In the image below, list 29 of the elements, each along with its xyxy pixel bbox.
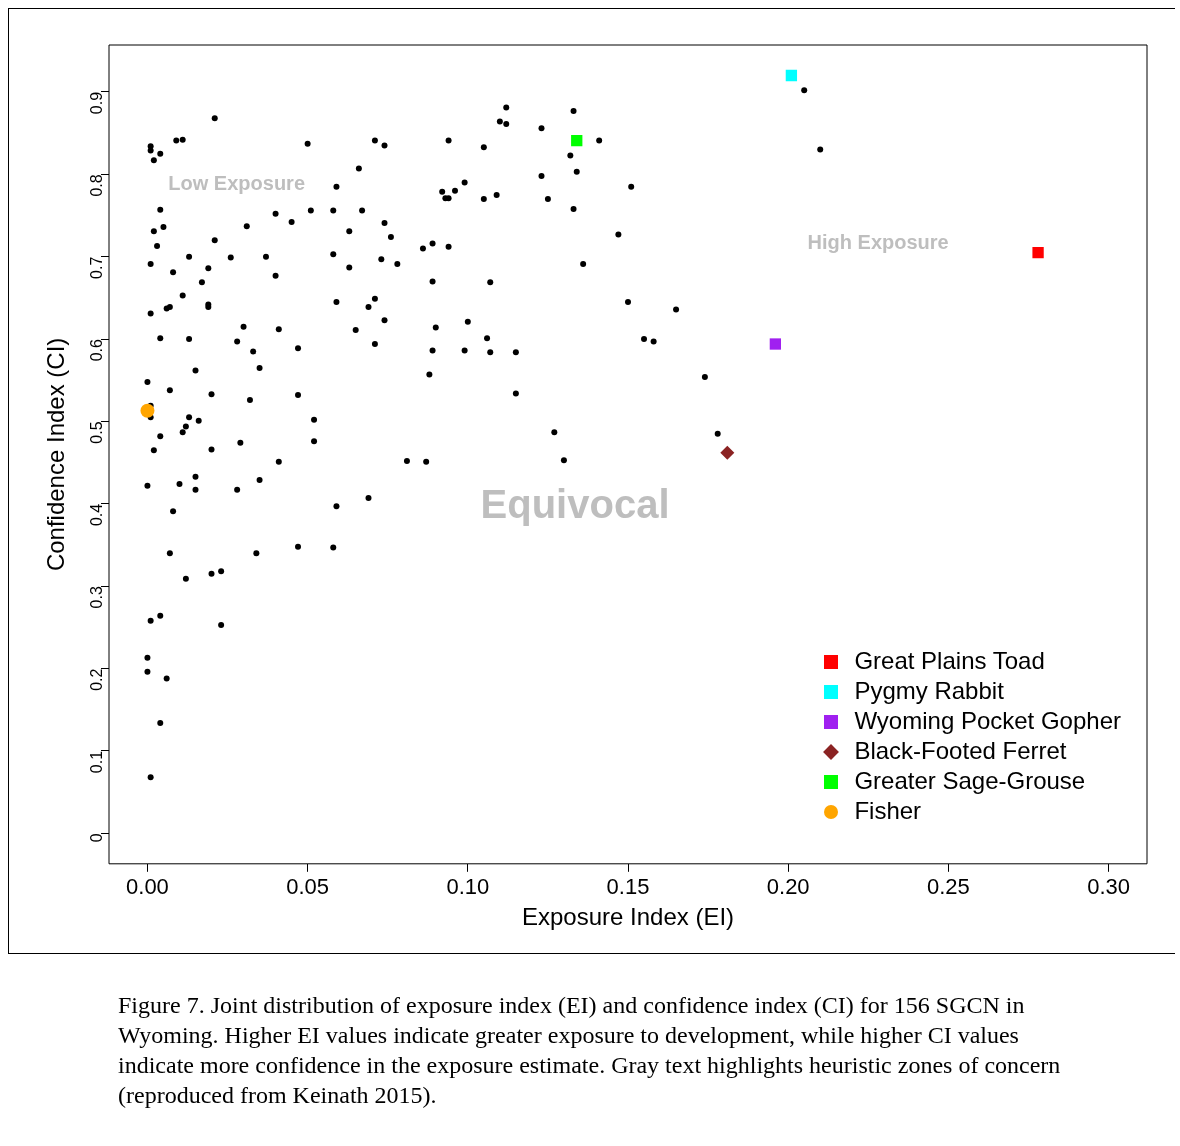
- x-tick-label: 0.00: [126, 874, 169, 900]
- y-tick-label: 0: [88, 833, 106, 843]
- y-tick-label: 0.5: [88, 421, 106, 444]
- y-tick-label: 0.1: [88, 750, 106, 774]
- annotation: Low Exposure: [168, 171, 306, 195]
- x-axis-title: Exposure Index (EI): [521, 903, 735, 931]
- y-tick-label: 0.2: [88, 668, 106, 691]
- annotation: High Exposure: [807, 230, 949, 253]
- x-tick-label: 0.30: [1087, 874, 1130, 900]
- y-tick-label: 0.3: [88, 586, 106, 609]
- y-tick-label: 0.4: [88, 503, 106, 527]
- y-tick-label: 0.9: [88, 91, 106, 115]
- annotation: Equivocal: [480, 481, 670, 527]
- x-tick-label: 0.25: [926, 874, 970, 900]
- caption: Figure 7. Joint distribution of exposure index (EI) and confidence index (CI) for 156 SGCN in Wyoming. Higher EI values indicate greater exposure to development, while higher CI values indicate more confidence in the exposure estimate. Gray text highlights heuristic zones of concern (reproduced from Keinath 2015).: [118, 991, 1062, 1110]
- legend-label: Fisher: [854, 796, 922, 824]
- legend-label: Greater Sage-Grouse: [854, 766, 1086, 794]
- x-tick-label: 0.15: [606, 874, 650, 900]
- y-axis-title: Confidence Index (CI): [42, 337, 70, 572]
- legend-label: Pygmy Rabbit: [854, 676, 1004, 704]
- legend-label: Black-Footed Ferret: [854, 736, 1067, 764]
- y-tick-label: 0.7: [88, 256, 106, 279]
- x-tick-label: 0.05: [286, 874, 330, 900]
- x-tick-label: 0.20: [766, 874, 810, 900]
- x-tick-label: 0.10: [446, 874, 490, 900]
- y-tick-label: 0.8: [88, 174, 106, 197]
- y-tick-label: 0.6: [88, 338, 106, 362]
- legend-label: Wyoming Pocket Gopher: [854, 706, 1121, 734]
- legend-label: Great Plains Toad: [854, 646, 1045, 674]
